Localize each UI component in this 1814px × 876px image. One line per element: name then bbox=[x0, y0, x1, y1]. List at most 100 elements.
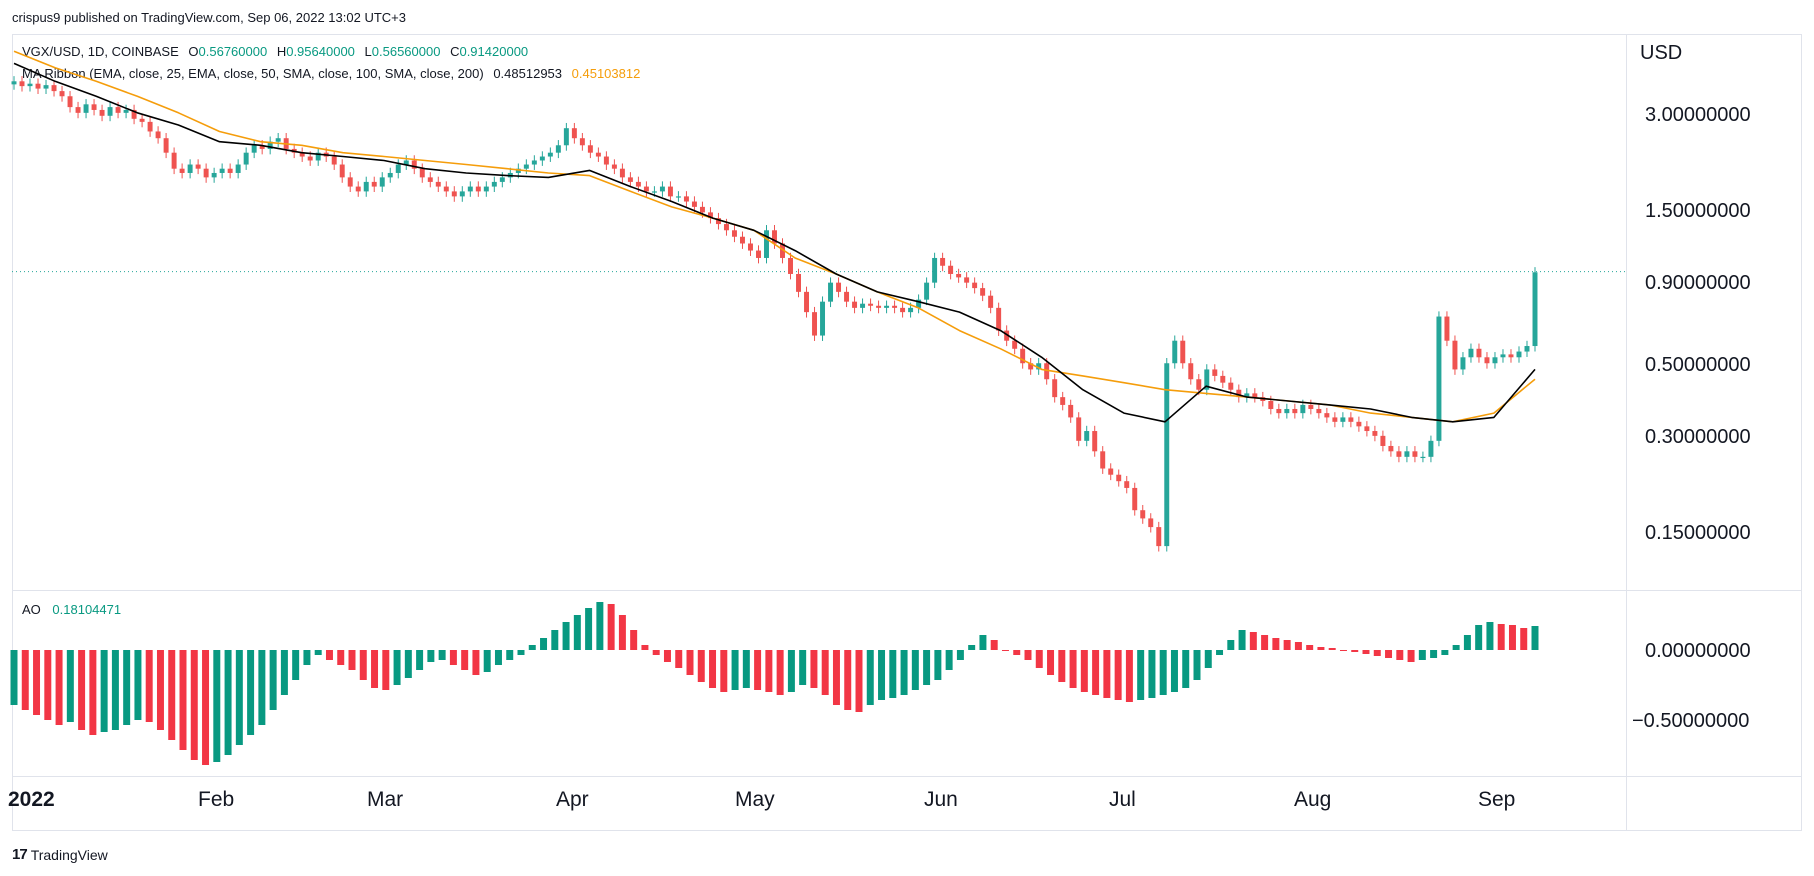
ao-bar bbox=[1385, 650, 1393, 658]
ao-bar bbox=[968, 645, 976, 650]
candle-body bbox=[99, 109, 105, 116]
ao-bar bbox=[607, 604, 615, 650]
candle-body bbox=[772, 230, 777, 244]
open-label: O bbox=[188, 44, 199, 59]
candle-body bbox=[1316, 408, 1322, 414]
ao-bar bbox=[1170, 650, 1178, 692]
x-tick-label: Feb bbox=[198, 788, 235, 811]
ao-bar bbox=[1362, 650, 1370, 654]
ao-bar bbox=[596, 602, 604, 650]
ao-bar bbox=[506, 650, 514, 660]
ao-bar bbox=[1463, 635, 1471, 650]
ao-bar bbox=[1193, 650, 1201, 680]
ao-bar bbox=[280, 650, 288, 695]
tradingview-logo-icon: 17 bbox=[12, 846, 28, 863]
candle-body bbox=[435, 181, 441, 187]
candle-body bbox=[884, 305, 890, 308]
ao-bar bbox=[1430, 650, 1438, 658]
ao-bar bbox=[382, 650, 390, 690]
candle-body bbox=[1284, 408, 1290, 414]
candle-body bbox=[1252, 393, 1258, 398]
ao-bar bbox=[213, 650, 221, 762]
ao-bar bbox=[720, 650, 728, 692]
candle-body bbox=[1276, 408, 1282, 414]
candle-body bbox=[227, 168, 233, 173]
ao-bar bbox=[461, 650, 469, 670]
close-value: 0.91420000 bbox=[459, 44, 529, 59]
candle-body bbox=[315, 152, 321, 161]
x-tick-label: Sep bbox=[1478, 788, 1516, 811]
x-tick-label: Aug bbox=[1294, 788, 1332, 811]
ao-bar bbox=[292, 650, 300, 680]
candle-body bbox=[35, 83, 41, 89]
ao-bar bbox=[641, 645, 649, 650]
candle-body bbox=[1100, 451, 1106, 469]
ao-bar bbox=[1069, 650, 1077, 688]
ao-bar bbox=[483, 650, 491, 672]
candle-body bbox=[844, 291, 850, 302]
candle-body bbox=[1532, 272, 1538, 347]
candle-body bbox=[651, 191, 657, 193]
candle-body bbox=[723, 224, 729, 231]
candle-body bbox=[595, 152, 601, 157]
candle-body bbox=[748, 243, 753, 251]
candle-body bbox=[1076, 417, 1082, 441]
candle-body bbox=[1116, 474, 1122, 482]
symbol-legend[interactable]: VGX/USD, 1D, COINBASE O0.56760000 H0.956… bbox=[22, 44, 528, 59]
x-tick-label: Mar bbox=[367, 788, 404, 811]
candle-body bbox=[1388, 445, 1394, 452]
pane-separator[interactable] bbox=[12, 590, 1802, 591]
ao-bar bbox=[359, 650, 367, 680]
ma-ribbon-legend[interactable]: MA Ribbon (EMA, close, 25, EMA, close, 5… bbox=[22, 66, 640, 81]
candle-body bbox=[547, 152, 553, 157]
candle-body bbox=[1476, 348, 1482, 358]
close-label: C bbox=[450, 44, 460, 59]
ao-bar bbox=[1441, 650, 1449, 655]
low-label: L bbox=[364, 44, 372, 59]
candle-body bbox=[1140, 510, 1146, 519]
ao-bar bbox=[21, 650, 29, 710]
candle-body bbox=[1060, 397, 1066, 405]
ao-bar bbox=[686, 650, 694, 675]
ao-bar bbox=[1103, 650, 1111, 698]
ao-bar bbox=[1058, 650, 1066, 682]
candle-body bbox=[1372, 431, 1378, 436]
candle-body bbox=[395, 164, 401, 173]
candle-body bbox=[1132, 487, 1138, 511]
ao-bar bbox=[1204, 650, 1212, 668]
candle-body bbox=[443, 186, 449, 192]
ao-bar bbox=[765, 650, 773, 692]
ao-bar bbox=[78, 650, 86, 730]
candle-body bbox=[764, 230, 769, 258]
candle-body bbox=[1188, 363, 1194, 380]
ao-bar bbox=[855, 650, 863, 712]
candle-body bbox=[603, 156, 609, 165]
ao-bar bbox=[1531, 626, 1539, 650]
symbol-name: VGX/USD, 1D, COINBASE bbox=[22, 44, 179, 59]
ao-bar bbox=[934, 650, 942, 680]
ao-bar bbox=[663, 650, 671, 662]
candle-body bbox=[900, 307, 906, 313]
ao-bar bbox=[810, 650, 818, 688]
candle-body bbox=[996, 307, 1002, 331]
candle-body bbox=[1524, 346, 1530, 352]
candle-body bbox=[467, 186, 473, 192]
candle-body bbox=[579, 138, 585, 146]
ao-bar bbox=[1249, 632, 1257, 650]
candle-body bbox=[1332, 417, 1338, 422]
tradingview-brand[interactable]: 17 TradingView bbox=[12, 846, 108, 863]
y-tick-label: 0.30000000 bbox=[1645, 426, 1751, 448]
candle-body bbox=[115, 107, 121, 113]
ao-bar bbox=[675, 650, 683, 668]
candle-body bbox=[299, 152, 305, 157]
ema-25-line bbox=[13, 62, 1536, 423]
ao-bar bbox=[123, 650, 131, 725]
ao-legend[interactable]: AO 0.18104471 bbox=[22, 602, 121, 617]
candle-body bbox=[868, 303, 874, 306]
candle-body bbox=[515, 168, 521, 173]
ao-bar bbox=[832, 650, 840, 705]
candle-body bbox=[1268, 400, 1274, 409]
ao-bar bbox=[472, 650, 480, 675]
ao-bar bbox=[1508, 625, 1516, 650]
